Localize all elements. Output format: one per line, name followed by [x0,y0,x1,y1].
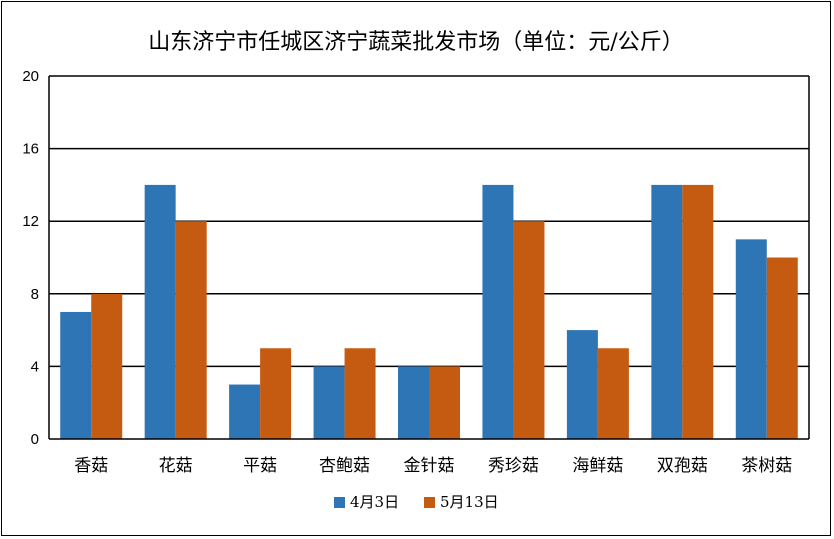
bar-series-1 [735,239,767,439]
legend-label: 5月13日 [440,493,499,511]
bar-series-2 [513,221,545,439]
y-tick-label: 0 [31,431,39,448]
bar-series-1 [313,366,345,439]
bar-series-1 [566,330,598,439]
bar-series-1 [482,184,514,439]
y-tick-label: 20 [22,68,39,85]
legend-label: 4月3日 [350,493,399,511]
bar-series-2 [766,257,798,439]
chart-title: 山东济宁市任城区济宁蔬菜批发市场（单位：元/公斤） [148,30,683,55]
y-tick-label: 4 [31,358,39,375]
bar-series-1 [229,384,261,439]
bar-series-1 [398,366,429,439]
bar-series-2 [175,221,207,439]
bars [60,184,798,439]
bar-series-1 [144,184,176,439]
legend-swatch [334,497,345,508]
bar-series-1 [60,311,92,439]
legend-swatch [424,497,435,508]
x-tick-label: 茶树菇 [741,456,792,476]
x-tick-label: 香菇 [74,456,108,476]
bar-series-2 [597,348,629,439]
x-tick-label: 杏鲍菇 [319,456,370,476]
x-tick-label: 金针菇 [404,456,455,476]
bar-series-2 [682,184,714,439]
bar-series-1 [651,184,683,439]
y-tick-label: 16 [22,141,39,158]
bar-series-2 [91,293,123,439]
bar-series-2 [429,366,460,439]
x-tick-label: 花菇 [159,456,193,476]
y-tick-label: 12 [22,213,39,230]
x-tick-label: 双孢菇 [657,456,708,476]
x-tick-label: 海鲜菇 [572,456,623,476]
x-tick-label: 秀珍菇 [488,456,539,476]
y-tick-label: 8 [31,286,39,303]
bar-series-2 [260,348,292,439]
axes: 0 4 8 12 16 20 香菇 花菇 平菇 杏鲍菇 金针菇 秀珍菇 海鲜菇 双孢菇 茶树菇 [22,68,810,476]
x-tick-label: 平菇 [243,456,277,476]
bar-series-2 [344,348,376,439]
legend: 4月3日 5月13日 [334,493,499,511]
